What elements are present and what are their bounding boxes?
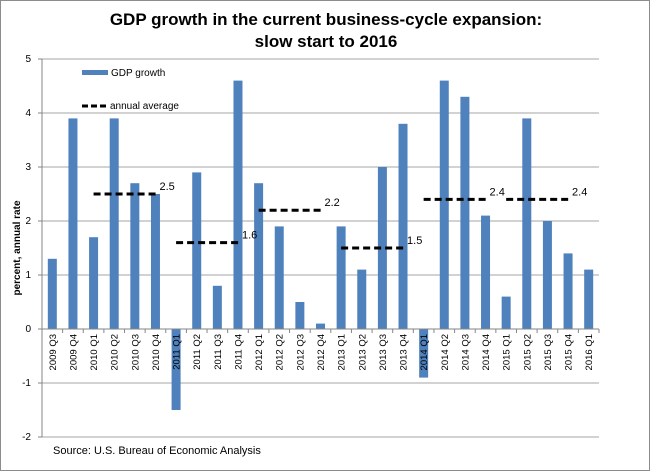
bars xyxy=(47,80,594,410)
bar xyxy=(192,172,202,329)
chart-title-line1: GDP growth in the current business-cycle… xyxy=(109,10,543,29)
annual-average-label: 2.4 xyxy=(572,186,587,198)
y-axis-ticks: -2 -1 0 1 2 3 4 5 xyxy=(22,54,43,443)
chart-title: GDP growth in the current business-cycle… xyxy=(1,9,649,53)
legend-swatch-gdp xyxy=(82,70,108,75)
bar xyxy=(584,269,594,329)
x-tick-label: 2009 Q3 xyxy=(48,334,59,370)
x-tick-label: 2012 Q1 xyxy=(254,334,265,370)
bar xyxy=(460,96,470,329)
x-tick-label: 2012 Q2 xyxy=(275,334,286,370)
legend-label-average: annual average xyxy=(110,101,179,112)
x-tick-label: 2014 Q1 xyxy=(419,334,430,370)
bar xyxy=(357,269,367,329)
annual-average-label: 1.6 xyxy=(242,230,257,242)
x-tick-label: 2011 Q1 xyxy=(172,334,183,370)
x-axis: 2009 Q3 2009 Q4 2010 Q1 2010 Q2 2010 Q3 2010 … xyxy=(42,328,600,370)
x-tick-label: 2012 Q4 xyxy=(316,334,327,370)
annual-average-label: 2.4 xyxy=(490,186,505,198)
x-tick-label: 2014 Q4 xyxy=(481,334,492,370)
y-tick-label: 1 xyxy=(25,270,31,281)
x-tick-label: 2015 Q2 xyxy=(522,334,533,370)
bar xyxy=(316,323,325,329)
bar xyxy=(233,80,243,329)
bar xyxy=(295,302,305,329)
x-tick-label: 2011 Q4 xyxy=(233,334,244,370)
x-tick-label: 2010 Q2 xyxy=(110,334,121,370)
x-tick-label: 2014 Q3 xyxy=(460,334,471,370)
bar xyxy=(419,329,429,378)
x-tick-label: 2015 Q3 xyxy=(543,334,554,370)
x-tick-label: 2010 Q3 xyxy=(130,334,141,370)
chart-subtitle: slow start to 2016 xyxy=(254,32,398,51)
bar xyxy=(522,118,532,330)
bar xyxy=(563,253,573,329)
bar xyxy=(439,80,449,329)
annual-average-label: 1.5 xyxy=(407,235,422,247)
y-tick-label: 0 xyxy=(25,324,31,335)
legend: GDP growth annual average xyxy=(82,68,179,112)
gridlines xyxy=(42,58,599,438)
y-axis-label: percent, annual rate xyxy=(12,200,23,295)
y-tick-label: 2 xyxy=(25,216,31,227)
x-tick-label: 2013 Q1 xyxy=(337,334,348,370)
bar xyxy=(501,296,511,329)
bar xyxy=(542,221,552,329)
bar xyxy=(398,123,408,329)
annual-average-lines: 2.5 1.6 2.2 1.5 2.4 2.4 xyxy=(93,181,587,250)
x-tick-label: 2013 Q2 xyxy=(357,334,368,370)
y-tick-label: -2 xyxy=(22,432,31,443)
bar xyxy=(481,215,491,329)
bar xyxy=(212,285,222,329)
annual-average-label: 2.2 xyxy=(325,197,340,209)
bar xyxy=(171,329,181,410)
y-tick-label: 5 xyxy=(25,54,31,65)
source-note: Source: U.S. Bureau of Economic Analysis xyxy=(53,445,261,457)
y-tick-label: -1 xyxy=(22,378,31,389)
x-tick-label: 2011 Q3 xyxy=(213,334,224,370)
x-tick-label: 2010 Q4 xyxy=(151,334,162,370)
bar xyxy=(89,237,99,329)
x-tick-label: 2016 Q1 xyxy=(584,334,595,370)
x-tick-label: 2012 Q3 xyxy=(295,334,306,370)
bar xyxy=(336,226,346,329)
bar xyxy=(109,118,119,330)
x-tick-label: 2014 Q2 xyxy=(440,334,451,370)
x-tick-label: 2015 Q4 xyxy=(564,334,575,370)
x-tick-label: 2013 Q3 xyxy=(378,334,389,370)
x-tick-label: 2009 Q4 xyxy=(68,334,79,370)
bar xyxy=(274,226,284,329)
annual-average-label: 2.5 xyxy=(159,181,174,193)
bar xyxy=(254,183,264,329)
bar xyxy=(150,194,160,329)
x-tick-label: 2015 Q1 xyxy=(502,334,513,370)
y-tick-label: 3 xyxy=(25,162,31,173)
y-tick-label: 4 xyxy=(25,108,31,119)
x-tick-label: 2013 Q4 xyxy=(399,334,410,370)
bar xyxy=(377,167,387,329)
legend-label-gdp: GDP growth xyxy=(111,68,165,79)
x-tick-label: 2010 Q1 xyxy=(89,334,100,370)
bar xyxy=(68,118,78,330)
x-tick-label: 2011 Q2 xyxy=(192,334,203,370)
bar xyxy=(47,258,57,329)
bar xyxy=(130,183,140,329)
